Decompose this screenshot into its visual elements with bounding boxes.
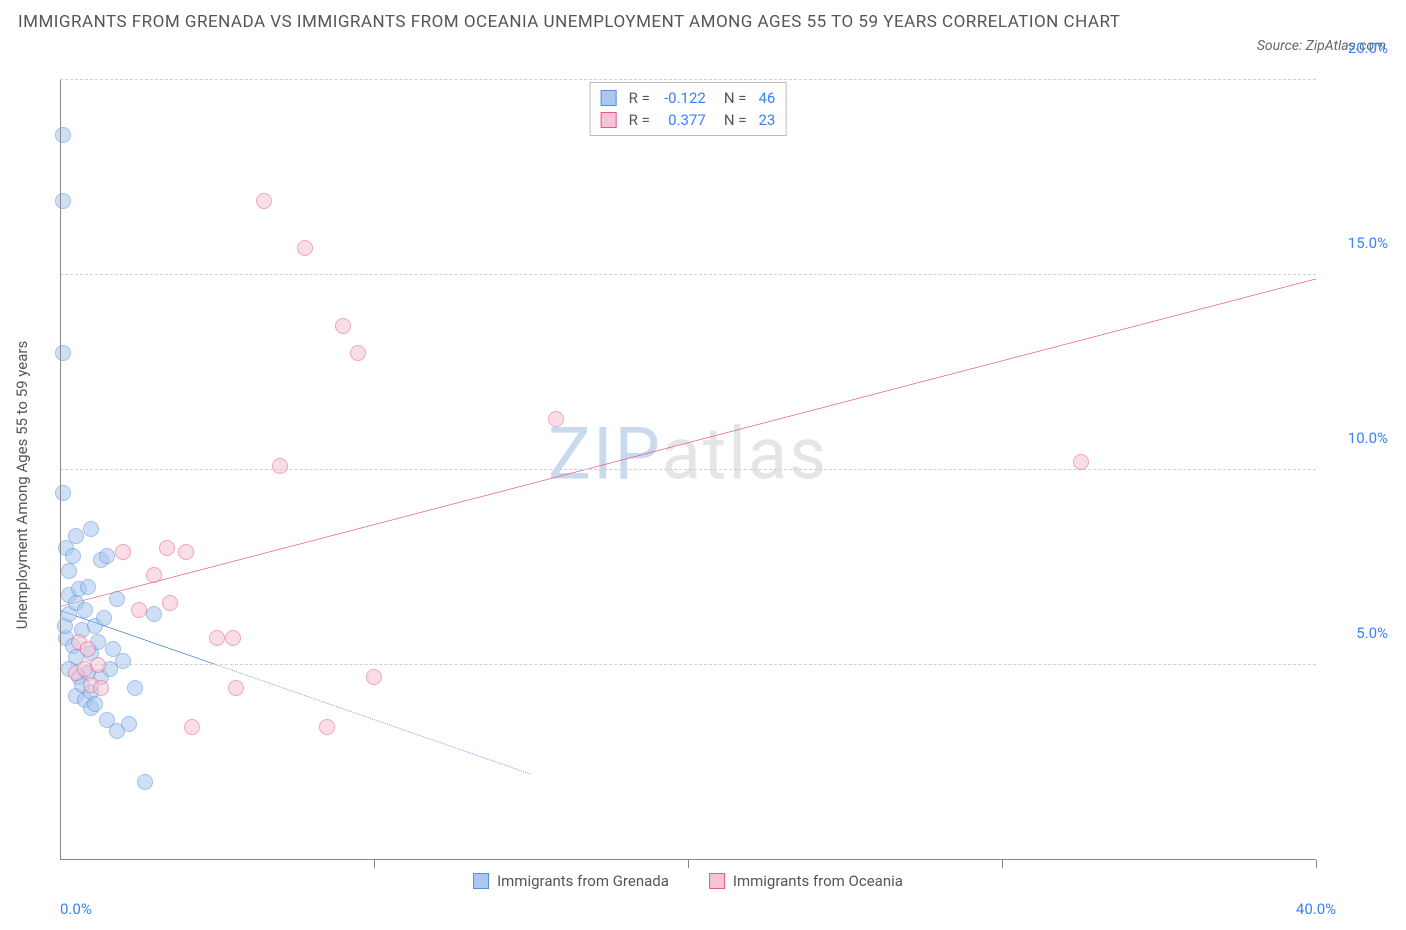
plot-region: ZIPatlas 5.0%10.0%15.0%20.0% (60, 80, 1316, 860)
trend-line (60, 279, 1316, 607)
x-tick (374, 860, 375, 868)
y-tick-label: 20.0% (1328, 39, 1388, 57)
legend-swatch (473, 873, 489, 889)
data-point (87, 696, 103, 712)
legend-swatch (709, 873, 725, 889)
x-tick (688, 860, 689, 868)
y-tick-label: 5.0% (1328, 624, 1388, 642)
data-point (178, 544, 194, 560)
series-legend: Immigrants from Grenada Immigrants from O… (473, 872, 903, 890)
data-point (225, 630, 241, 646)
data-point (80, 579, 96, 595)
data-point (131, 602, 147, 618)
data-point (297, 240, 313, 256)
data-point (184, 719, 200, 735)
data-point (366, 669, 382, 685)
data-point (77, 602, 93, 618)
data-point (319, 719, 335, 735)
data-point (55, 127, 71, 143)
data-point (209, 630, 225, 646)
data-point (55, 345, 71, 361)
gridline (60, 274, 1316, 275)
data-point (162, 595, 178, 611)
data-point (335, 318, 351, 334)
data-point (272, 458, 288, 474)
chart-area: R = -0.122N = 46R = 0.377N = 23 ZIPatlas… (60, 80, 1316, 890)
data-point (115, 544, 131, 560)
chart-title: IMMIGRANTS FROM GRENADA VS IMMIGRANTS FR… (18, 10, 1206, 36)
data-point (65, 548, 81, 564)
data-point (80, 641, 96, 657)
legend-correlation-row: R = 0.377N = 23 (601, 109, 776, 131)
correlation-legend: R = -0.122N = 46R = 0.377N = 23 (590, 82, 787, 136)
data-point (548, 411, 564, 427)
legend-series-item: Immigrants from Grenada (473, 872, 669, 890)
x-tick (1316, 860, 1317, 868)
y-axis (60, 80, 61, 860)
data-point (115, 653, 131, 669)
data-point (55, 193, 71, 209)
trend-lines-layer (60, 80, 1316, 860)
data-point (61, 563, 77, 579)
legend-swatch (601, 90, 617, 106)
gridline (60, 469, 1316, 470)
data-point (1073, 454, 1089, 470)
data-point (146, 606, 162, 622)
data-point (256, 193, 272, 209)
legend-series-item: Immigrants from Oceania (709, 872, 903, 890)
legend-swatch (601, 112, 617, 128)
data-point (68, 528, 84, 544)
data-point (121, 716, 137, 732)
y-tick-label: 15.0% (1328, 234, 1388, 252)
data-point (83, 521, 99, 537)
watermark: ZIPatlas (548, 412, 828, 497)
data-point (93, 680, 109, 696)
x-tick-label: 40.0% (1296, 900, 1336, 918)
data-point (55, 485, 71, 501)
data-point (109, 591, 125, 607)
data-point (159, 540, 175, 556)
data-point (127, 680, 143, 696)
gridline (60, 79, 1316, 80)
x-tick (1002, 860, 1003, 868)
gridline (60, 664, 1316, 665)
x-tick-label: 0.0% (60, 900, 92, 918)
data-point (137, 774, 153, 790)
y-tick-label: 10.0% (1328, 429, 1388, 447)
data-point (99, 548, 115, 564)
legend-correlation-row: R = -0.122N = 46 (601, 87, 776, 109)
data-point (228, 680, 244, 696)
data-point (350, 345, 366, 361)
data-point (96, 610, 112, 626)
data-point (90, 657, 106, 673)
legend-series-label: Immigrants from Oceania (733, 872, 903, 890)
y-axis-label: Unemployment Among Ages 55 to 59 years (13, 341, 31, 629)
legend-series-label: Immigrants from Grenada (497, 872, 669, 890)
data-point (146, 567, 162, 583)
